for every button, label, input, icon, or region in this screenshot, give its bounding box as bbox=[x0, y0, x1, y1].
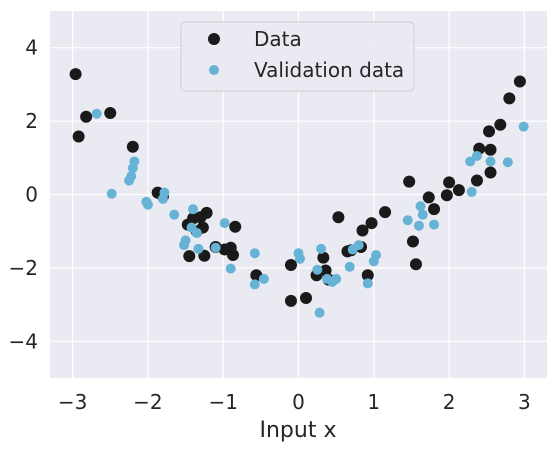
data-point bbox=[72, 130, 85, 143]
data-point bbox=[80, 110, 93, 123]
validation-point bbox=[518, 121, 529, 132]
data-point bbox=[379, 206, 392, 219]
validation-point bbox=[295, 253, 306, 264]
validation-point bbox=[353, 240, 364, 251]
y-tick-label: −4 bbox=[9, 329, 38, 353]
y-tick-label: −2 bbox=[9, 256, 38, 280]
validation-point bbox=[415, 201, 426, 212]
data-point bbox=[104, 107, 117, 120]
validation-point bbox=[465, 156, 476, 167]
validation-point bbox=[502, 157, 513, 168]
y-axis-ticks: −4 −2 0 2 4 bbox=[9, 36, 38, 354]
data-point bbox=[317, 251, 330, 264]
data-point bbox=[319, 264, 332, 277]
legend-label-validation: Validation data bbox=[254, 58, 404, 82]
validation-point bbox=[362, 278, 373, 289]
data-point bbox=[183, 250, 196, 263]
x-tick-label: 1 bbox=[367, 390, 380, 414]
data-point bbox=[484, 166, 497, 179]
data-point bbox=[443, 176, 456, 189]
validation-point bbox=[249, 279, 260, 290]
x-tick-label: 3 bbox=[518, 390, 531, 414]
validation-point bbox=[180, 235, 191, 246]
validation-point bbox=[142, 199, 153, 210]
y-tick-label: 4 bbox=[25, 36, 38, 60]
validation-point bbox=[126, 171, 137, 182]
validation-point bbox=[249, 248, 260, 259]
data-point bbox=[300, 291, 313, 304]
validation-point bbox=[417, 209, 428, 220]
validation-point bbox=[471, 150, 482, 161]
x-tick-label: −1 bbox=[208, 390, 237, 414]
validation-point bbox=[371, 250, 382, 261]
data-point bbox=[513, 75, 526, 88]
validation-point bbox=[429, 219, 440, 230]
data-point bbox=[484, 143, 497, 156]
data-point bbox=[494, 118, 507, 131]
data-point bbox=[332, 211, 345, 224]
validation-point bbox=[193, 243, 204, 254]
validation-point bbox=[314, 307, 325, 318]
data-point bbox=[470, 174, 483, 187]
validation-point bbox=[91, 108, 102, 119]
data-point bbox=[200, 206, 213, 219]
y-tick-label: 0 bbox=[25, 183, 38, 207]
validation-point bbox=[316, 243, 327, 254]
data-point bbox=[356, 224, 369, 237]
validation-point bbox=[258, 273, 269, 284]
data-point bbox=[483, 125, 496, 138]
data-point bbox=[126, 140, 139, 153]
validation-point bbox=[191, 228, 202, 239]
validation-point bbox=[402, 215, 413, 226]
data-point bbox=[440, 189, 453, 202]
data-point bbox=[422, 191, 435, 204]
legend-label-data: Data bbox=[254, 27, 302, 51]
data-points bbox=[69, 68, 529, 318]
legend-marker-validation bbox=[209, 65, 219, 75]
validation-point bbox=[159, 187, 170, 198]
data-point bbox=[409, 258, 422, 271]
data-point bbox=[406, 235, 419, 248]
data-point bbox=[452, 184, 465, 197]
validation-point bbox=[413, 220, 424, 231]
validation-point bbox=[331, 273, 342, 284]
validation-point bbox=[169, 209, 180, 220]
validation-point bbox=[219, 218, 230, 229]
validation-point bbox=[129, 156, 140, 167]
legend-box bbox=[180, 21, 415, 92]
data-point bbox=[365, 217, 378, 230]
y-tick-label: 2 bbox=[25, 109, 38, 133]
data-point bbox=[428, 203, 441, 216]
validation-point bbox=[188, 204, 199, 215]
data-point bbox=[503, 92, 516, 105]
validation-point bbox=[312, 264, 323, 275]
x-tick-label: 2 bbox=[443, 390, 456, 414]
data-point bbox=[361, 269, 374, 282]
data-point bbox=[69, 68, 82, 81]
data-point bbox=[284, 258, 297, 271]
legend: Data Validation data bbox=[180, 21, 415, 92]
legend-marker-data bbox=[208, 33, 220, 45]
validation-point bbox=[344, 261, 355, 272]
data-point bbox=[229, 220, 242, 233]
data-point bbox=[403, 175, 416, 188]
validation-point bbox=[106, 188, 117, 199]
validation-point bbox=[466, 186, 477, 197]
validation-point bbox=[485, 156, 496, 167]
validation-point bbox=[225, 263, 236, 274]
validation-point bbox=[210, 242, 221, 253]
x-axis-label: Input x bbox=[260, 418, 337, 443]
data-point bbox=[226, 249, 239, 262]
x-tick-label: 0 bbox=[292, 390, 305, 414]
x-axis-ticks: −3 −2 −1 0 1 2 3 bbox=[58, 390, 531, 414]
x-tick-label: −3 bbox=[58, 390, 87, 414]
data-point bbox=[284, 294, 297, 307]
x-tick-label: −2 bbox=[133, 390, 162, 414]
